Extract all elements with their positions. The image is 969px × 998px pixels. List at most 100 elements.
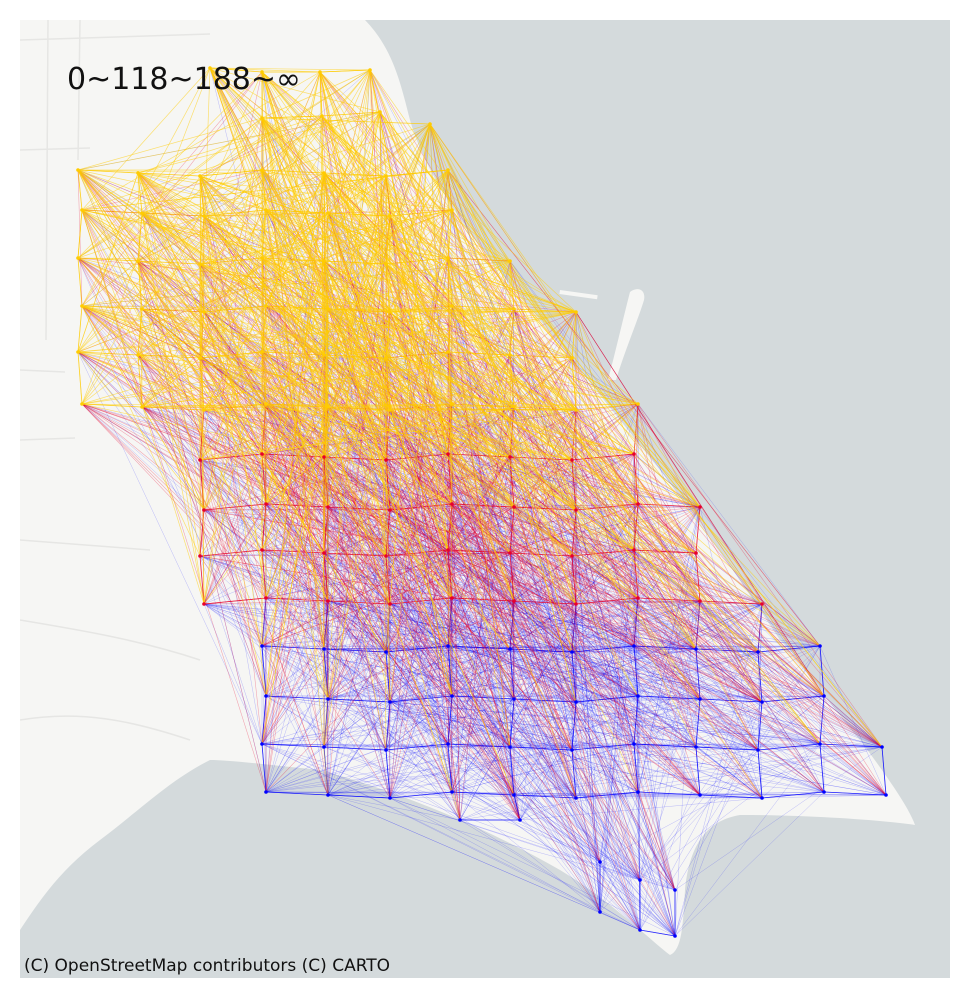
flow-line (513, 555, 573, 602)
flow-line (265, 698, 515, 793)
flow-line (761, 794, 887, 799)
flow-line (385, 597, 453, 653)
flow-line (637, 552, 697, 793)
flow-line (674, 552, 697, 937)
flow-node (446, 644, 450, 648)
flow-line (389, 409, 577, 799)
flow-node (673, 934, 677, 938)
flow-line (599, 743, 821, 863)
flow-line (265, 597, 577, 799)
flow-line (599, 552, 697, 863)
flow-line (81, 209, 387, 557)
flow-line (261, 169, 325, 356)
flow-line (199, 175, 521, 821)
flow-line (77, 169, 701, 602)
flow-node (446, 548, 450, 552)
flow-line (81, 305, 387, 751)
flow-line (637, 503, 821, 647)
flow-line (199, 459, 759, 653)
flow-line (77, 351, 676, 937)
grid-edge (637, 597, 701, 602)
flow-line (199, 555, 263, 647)
flow-line (571, 555, 676, 937)
flow-node (76, 350, 80, 354)
flow-line (141, 406, 329, 602)
flow-line (389, 409, 573, 653)
flow-line (141, 406, 639, 697)
grid-edge (261, 645, 267, 697)
flow-line (385, 555, 641, 881)
flow-line (327, 506, 639, 697)
grid-edge (323, 552, 329, 602)
flow-line (261, 701, 577, 745)
flow-node (198, 174, 202, 178)
grid-edge (633, 503, 639, 551)
flow-line (509, 260, 601, 863)
grid-edge (695, 746, 759, 751)
flow-line (385, 263, 676, 937)
flow-line (571, 597, 639, 751)
flow-line (323, 509, 577, 748)
flow-line (261, 257, 325, 356)
flow-line (203, 603, 635, 745)
grid-edge (451, 305, 515, 310)
flow-node (378, 110, 382, 114)
flow-line (203, 603, 676, 937)
flow-line (261, 123, 431, 647)
flow-line (385, 749, 521, 821)
flow-line (81, 209, 515, 408)
flow-line (261, 117, 387, 461)
flow-line (513, 743, 821, 796)
flow-line (575, 746, 883, 799)
flow-line (513, 794, 641, 881)
flow-line (265, 597, 449, 745)
flow-line (447, 169, 821, 647)
flow-line (323, 648, 641, 881)
flow-line (575, 603, 759, 751)
flow-line (265, 695, 461, 821)
flow-line (265, 209, 515, 700)
flow-line (203, 409, 759, 751)
flow-line (519, 797, 763, 821)
map-frame[interactable]: 0~118~188~∞ (C) OpenStreetMap contributo… (20, 20, 950, 978)
flow-line (261, 169, 391, 703)
flow-line (327, 406, 387, 751)
map-canvas[interactable] (20, 20, 950, 978)
flow-node (508, 455, 512, 459)
flow-line (323, 172, 577, 511)
flow-line (203, 351, 263, 605)
flow-node (264, 790, 268, 794)
flow-line (385, 459, 601, 863)
flow-line (389, 645, 821, 799)
flow-line (327, 169, 449, 700)
grid-edge (323, 648, 387, 653)
flow-line (261, 453, 759, 751)
flow-line (389, 552, 511, 703)
flow-line (513, 794, 601, 913)
flow-line (451, 695, 639, 793)
flow-line (385, 749, 601, 863)
flow-line (389, 215, 449, 455)
flow-line (513, 600, 676, 891)
flow-line (451, 354, 511, 405)
flow-line (327, 603, 763, 700)
flow-line (385, 459, 701, 796)
flow-node (140, 211, 144, 215)
flow-node (384, 262, 388, 266)
flow-line (571, 651, 759, 751)
flow-line (199, 555, 759, 751)
flow-node (756, 650, 760, 654)
flow-node (322, 455, 326, 459)
flow-line (81, 305, 329, 796)
flow-line (261, 403, 453, 745)
flow-line (261, 257, 329, 700)
flow-line (261, 552, 325, 745)
flow-node (598, 910, 602, 914)
flow-line (137, 172, 453, 211)
flow-line (203, 509, 763, 605)
flow-line (385, 555, 883, 748)
flow-line (203, 311, 641, 931)
flow-node (574, 408, 578, 412)
flow-line (199, 69, 371, 177)
flow-line (451, 503, 697, 650)
